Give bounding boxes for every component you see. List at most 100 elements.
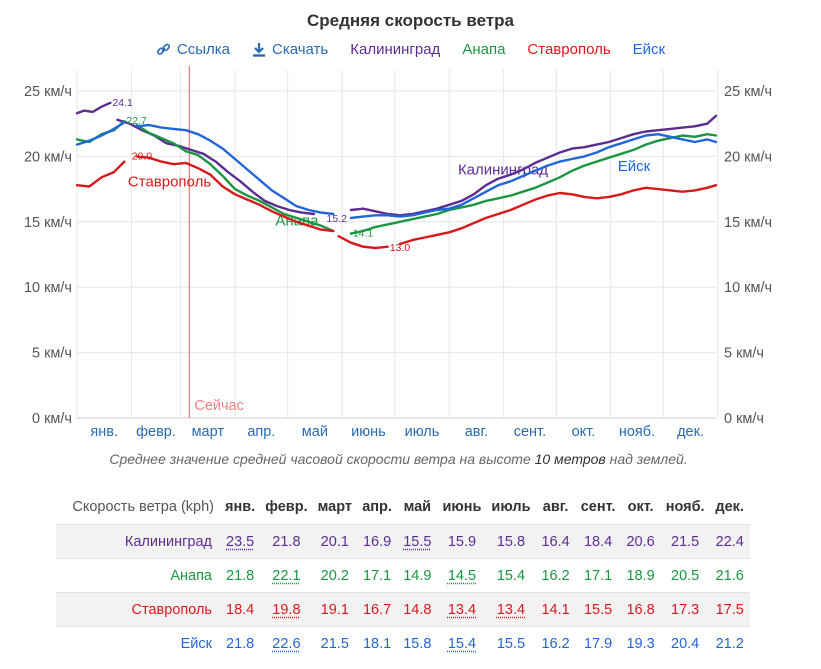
series-line: [135, 155, 335, 233]
data-label: 24.1: [112, 97, 133, 109]
chart-title: Средняя скорость ветра: [307, 11, 514, 30]
x-tick-label: февр.: [136, 424, 176, 440]
table-value-cell: 22.6: [272, 635, 301, 652]
table-month-header: февр.: [265, 499, 308, 515]
series-line: [75, 160, 126, 188]
y-tick-label-right: 15 км/ч: [724, 215, 772, 231]
table-month-header: янв.: [225, 499, 256, 515]
legend-label: Ставрополь: [527, 40, 611, 58]
table-row: Ейск 21.8 22.6 21.5 18.1 15.8 15.4 15.5 16.2 17.9…: [56, 626, 750, 661]
series-label: Ейск: [618, 158, 651, 175]
y-tick-label-left: 0 км/ч: [32, 411, 72, 427]
x-tick-label: июль: [405, 424, 440, 440]
table-value-cell: 19.1: [320, 601, 349, 618]
y-tick-label-right: 10 км/ч: [724, 280, 772, 296]
series-line: [349, 132, 718, 235]
caption-suffix: над землей.: [609, 451, 688, 467]
series-line: [75, 119, 126, 144]
table-value-cell: 17.1: [362, 567, 392, 584]
x-tick-label: март: [192, 424, 225, 440]
table-row: Анапа 21.8 22.1 20.2 17.1 14.9 14.5 15.4 16.2 17.…: [56, 558, 750, 593]
y-tick-label-left: 5 км/ч: [32, 346, 72, 362]
table-value-cell: 15.9: [447, 533, 477, 550]
table-city-cell: Анапа: [170, 567, 212, 584]
series-line: [75, 101, 112, 115]
now-label: Сейчас: [194, 398, 244, 414]
data-label: 13.0: [390, 242, 411, 254]
series-line: [75, 121, 126, 146]
series-line: [135, 123, 335, 233]
table-corner-header: Скорость ветра (kph): [72, 499, 214, 515]
table-value-cell: 15.8: [403, 635, 432, 652]
table-value-cell: 16.8: [626, 601, 655, 618]
table-value-cell: 20.5: [671, 567, 700, 584]
y-tick-label-left: 25 км/ч: [24, 84, 72, 100]
table-value-cell: 22.4: [715, 533, 744, 550]
table-value-cell: 22.1: [272, 567, 301, 584]
table-month-header: нояб.: [665, 499, 705, 515]
legend-item-kaliningrad[interactable]: Калининград: [350, 41, 440, 58]
series-label: Ставрополь: [128, 173, 211, 190]
table-body: Калининград 23.5 21.8 20.1 16.9 15.5 15.9 15.8 1…: [56, 524, 750, 661]
link-button[interactable]: Ссылка: [156, 41, 230, 58]
table-value-cell: 20.1: [320, 533, 349, 550]
table-month-header: май: [403, 499, 432, 515]
table-value-cell: 17.5: [715, 601, 744, 618]
table-value-cell: 16.7: [362, 601, 392, 618]
table-month-header: июнь: [442, 499, 482, 515]
table-value-cell: 21.8: [226, 567, 255, 584]
table-value-cell: 16.4: [541, 533, 570, 550]
x-tick-label: май: [302, 424, 328, 440]
legend-item-yeysk[interactable]: Ейск: [633, 41, 665, 58]
table-value-cell: 14.9: [403, 567, 432, 584]
x-tick-label: янв.: [90, 424, 118, 440]
table-value-cell: 17.3: [671, 601, 700, 618]
x-tick-label: апр.: [247, 424, 275, 440]
table-value-cell: 15.4: [496, 567, 526, 584]
download-button[interactable]: Скачать: [252, 41, 328, 58]
table-value-cell: 17.9: [583, 635, 613, 652]
wind-speed-chart: 0 км/ч 0 км/ч 5 км/ч 5 км/ч 10 км/ч 10 км/ч 15…: [24, 66, 772, 440]
table-value-cell: 21.6: [715, 567, 744, 584]
table-value-cell: 15.5: [496, 635, 526, 652]
wind-speed-table: Скорость ветра (kph) янв. февр. март апр. май…: [56, 490, 750, 660]
chart-caption: Среднее значение средней часовой скорост…: [0, 451, 797, 467]
y-tick-label-right: 25 км/ч: [724, 84, 772, 100]
series-line: [337, 234, 389, 250]
table-month-header: сент.: [580, 499, 616, 515]
legend-item-anapa[interactable]: Анапа: [462, 41, 505, 58]
table-value-cell: 18.4: [583, 533, 613, 550]
table-city-cell: Калининград: [124, 533, 212, 550]
table-value-cell: 21.8: [272, 533, 301, 550]
table-month-header: июль: [491, 499, 531, 515]
table-month-header: дек.: [715, 499, 744, 515]
x-tick-label: сент.: [514, 424, 546, 440]
y-tick-label-right: 0 км/ч: [724, 411, 764, 427]
series-line: [135, 123, 335, 216]
x-tick-label: окт.: [572, 424, 596, 440]
link-icon: [156, 43, 170, 55]
y-tick-label-right: 20 км/ч: [724, 149, 772, 165]
series-line: [398, 183, 718, 246]
x-tick-label: дек.: [677, 424, 704, 440]
table-value-cell: 21.5: [671, 533, 700, 550]
table-value-cell: 15.8: [496, 533, 526, 550]
data-label: 20.0: [132, 150, 153, 162]
table-value-cell: 20.6: [626, 533, 655, 550]
table-city-cell: Ейск: [180, 635, 212, 652]
table-value-cell: 18.1: [362, 635, 392, 652]
download-label: Скачать: [271, 40, 329, 58]
table-value-cell: 16.2: [541, 567, 570, 584]
legend-label: Анапа: [462, 40, 506, 58]
table-city-cell: Ставрополь: [131, 601, 212, 618]
series-line: [349, 132, 718, 220]
table-row: Калининград 23.5 21.8 20.1 16.9 15.5 15.9 15.8 1…: [56, 524, 750, 559]
table-value-cell: 17.1: [583, 567, 613, 584]
table-value-cell: 15.5: [403, 533, 432, 550]
y-tick-label-right: 5 км/ч: [724, 346, 764, 362]
x-tick-label: авг.: [465, 424, 488, 440]
y-tick-label-left: 15 км/ч: [24, 215, 72, 231]
legend-item-stavropol[interactable]: Ставрополь: [527, 41, 610, 58]
table-value-cell: 16.9: [362, 533, 392, 550]
table-month-header: апр.: [362, 499, 392, 515]
